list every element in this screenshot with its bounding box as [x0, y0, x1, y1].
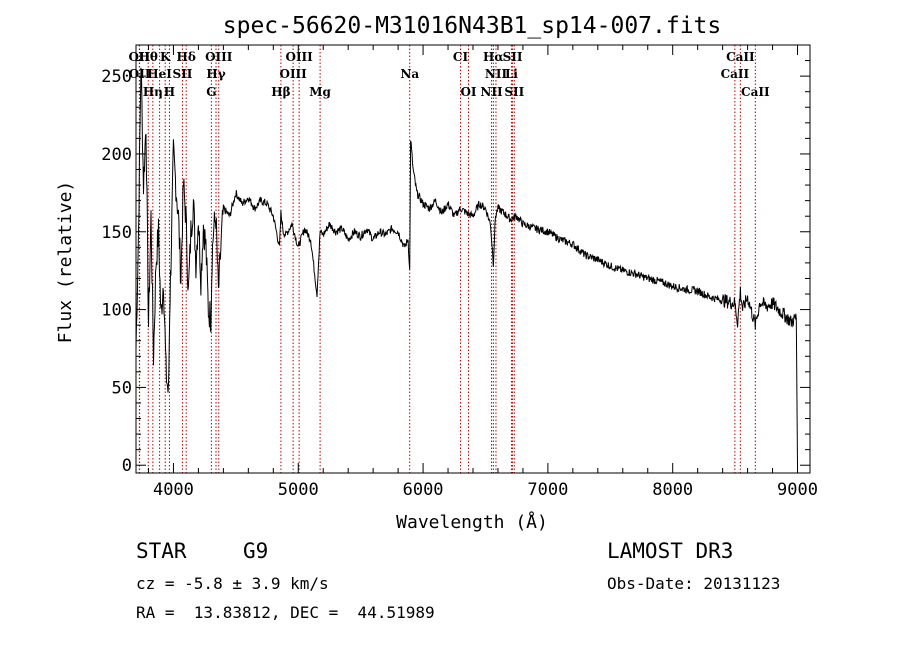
- y-tick-label: 150: [101, 223, 132, 243]
- spectral-line-label-5: CI: [453, 50, 469, 64]
- sky-coordinates: RA = 13.83812, DEC = 44.51989: [136, 603, 435, 622]
- x-tick-label: 5000: [278, 480, 319, 500]
- spectral-line-label-1: K: [160, 50, 171, 64]
- spectral-line-label-8: CaII: [726, 50, 755, 64]
- plot-frame: [135, 44, 811, 474]
- x-tick-label: 4000: [153, 480, 194, 500]
- spectral-line-label-13: OIII: [279, 67, 307, 81]
- x-tick-label: 6000: [403, 480, 444, 500]
- spectral-line-label-25: NII: [480, 85, 503, 99]
- object-class: STAR: [136, 539, 187, 563]
- y-tick-label: 50: [112, 378, 132, 398]
- spectral-line-label-17: CaII: [721, 67, 750, 81]
- y-tick-label: 0: [122, 456, 132, 476]
- spectral-line-label-2: Hδ: [177, 50, 196, 64]
- x-axis-label: Wavelength (Å): [396, 511, 548, 533]
- spectral-line-label-19: Hη: [143, 85, 163, 99]
- spectral-line-label-23: Mg: [309, 85, 331, 99]
- spectral-line-label-18: OII: [129, 67, 151, 81]
- spectral-line-label-21: G: [206, 85, 216, 99]
- spectral-line-label-27: CaII: [741, 85, 770, 99]
- spectral-line-label-9: OII: [129, 50, 151, 64]
- spectral-line-label-22: Hβ: [271, 85, 290, 99]
- x-tick-label: 7000: [527, 480, 568, 500]
- spectral-line-label-20: H: [164, 85, 175, 99]
- y-tick-label: 100: [101, 301, 132, 321]
- spectral-line-label-3: OIII: [205, 50, 233, 64]
- y-tick-label: 250: [101, 67, 132, 87]
- object-subclass: G9: [243, 539, 269, 563]
- spectral-line-label-26: SII: [504, 85, 524, 99]
- y-tick-label: 200: [101, 145, 132, 165]
- spectral-line-label-15: NII: [485, 67, 508, 81]
- survey-name: LAMOST DR3: [607, 539, 734, 563]
- spectral-line-label-4: OIII: [285, 50, 313, 64]
- spectral-line-label-14: Na: [400, 67, 419, 81]
- spectral-line-label-11: SII: [172, 67, 192, 81]
- spectral-line-label-16: Li: [505, 67, 518, 81]
- x-tick-label: 8000: [652, 480, 693, 500]
- observation-date: Obs-Date: 20131123: [607, 574, 781, 593]
- spectral-line-label-6: Hα: [483, 50, 504, 64]
- spectral-line-label-7: SII: [503, 50, 523, 64]
- spectral-line-label-10: HeI: [147, 67, 172, 81]
- y-axis-label: Flux (relative): [55, 181, 76, 344]
- chart-title: spec-56620-M31016N43B1_sp14-007.fits: [223, 13, 722, 39]
- redshift-cz: cz = -5.8 ± 3.9 km/s: [136, 574, 329, 593]
- spectrum-trace: [135, 67, 798, 466]
- spectral-line-label-12: Hγ: [206, 67, 225, 81]
- x-tick-label: 9000: [777, 480, 818, 500]
- spectral-line-label-0: Hθ: [139, 50, 158, 64]
- spectral-line-label-24: OI: [460, 85, 476, 99]
